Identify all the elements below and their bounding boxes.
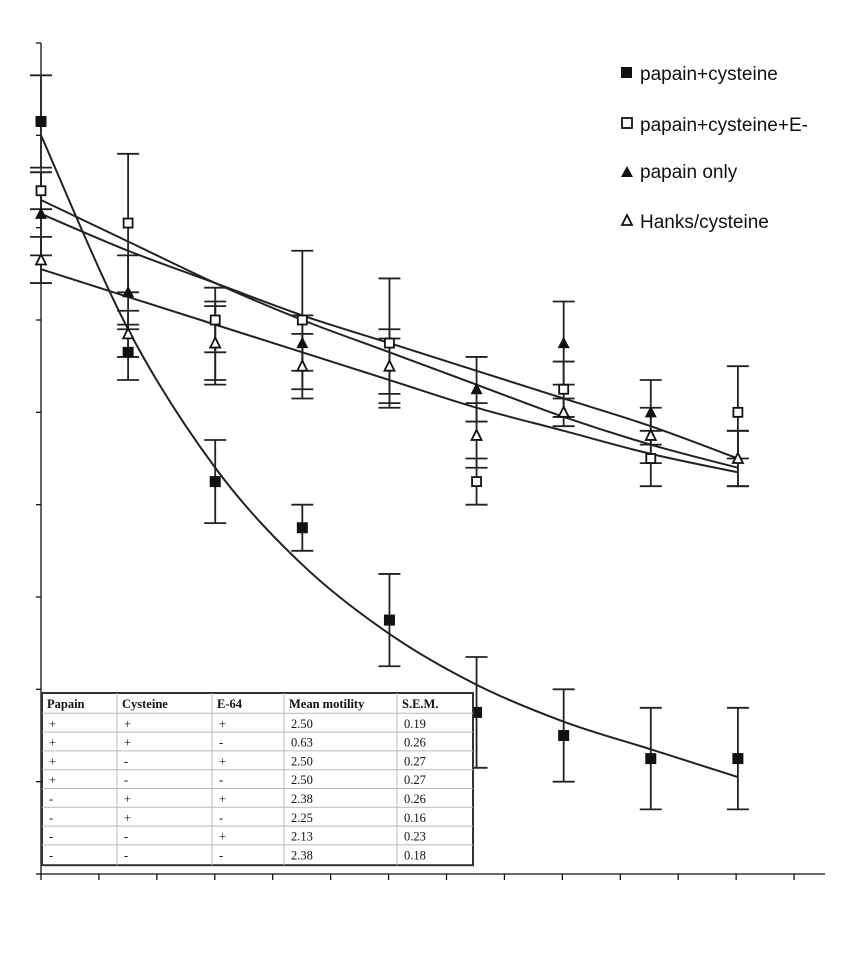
table-cell: 2.50 (291, 754, 313, 768)
legend-marker-open-square (621, 117, 633, 129)
legend-marker-open-triangle (620, 212, 634, 226)
table-cell: + (124, 736, 131, 750)
table-cell: + (219, 830, 226, 844)
table-cell: - (49, 848, 53, 862)
table-cell: 0.18 (404, 848, 426, 862)
legend-marker-filled-square (621, 67, 632, 78)
table-cell: - (49, 792, 53, 806)
legend-item-papain-only: papain only (621, 162, 738, 183)
table-cell: + (219, 754, 226, 768)
table-cell: + (49, 717, 56, 731)
legend-label-papain-cysteine-e64: papain+cysteine+E- (640, 115, 808, 136)
data-point-series-1-point-3 (296, 314, 308, 326)
table-cell: - (219, 773, 223, 787)
table-cell: - (124, 773, 128, 787)
table-cell: 2.13 (291, 830, 313, 844)
table-cell: + (219, 717, 226, 731)
table-cell: 2.38 (291, 848, 313, 862)
legend-item-papain-cysteine-e64: papain+cysteine+E- (621, 115, 808, 136)
data-point-series-0-point-4 (383, 614, 395, 626)
table-cell: + (219, 792, 226, 806)
legend-item-papain-cysteine: papain+cysteine (621, 64, 778, 85)
table-cell: + (49, 754, 56, 768)
data-point-series-1-point-8 (732, 406, 744, 418)
legend-label-papain-cysteine: papain+cysteine (640, 64, 778, 85)
table-cell: 0.27 (404, 773, 426, 787)
table-header-cell: S.E.M. (402, 697, 438, 711)
data-markers (34, 115, 745, 765)
data-point-series-1-point-1 (122, 217, 134, 229)
table-cell: + (124, 811, 131, 825)
data-point-series-3-point-1 (121, 326, 135, 340)
table-cell: - (219, 848, 223, 862)
data-point-series-0-point-8 (732, 753, 744, 765)
table-cell: + (49, 736, 56, 750)
data-point-series-2-point-7 (644, 405, 657, 418)
legend-marker-filled-triangle (621, 166, 633, 177)
legend-label-hanks-cysteine: Hanks/cysteine (640, 212, 769, 233)
table-cell: - (124, 848, 128, 862)
table-cell: - (124, 830, 128, 844)
fit-curves (40, 134, 739, 779)
table-header-cell: Cysteine (122, 697, 168, 711)
table-frame (41, 692, 474, 867)
table-cell: 2.50 (291, 717, 313, 731)
data-point-series-3-point-2 (208, 335, 222, 349)
table-header-cell: E-64 (217, 697, 243, 711)
data-point-series-3-point-5 (470, 427, 484, 441)
data-point-series-0-point-6 (558, 730, 570, 741)
table-cell: - (219, 811, 223, 825)
table-cell: + (49, 773, 56, 787)
data-point-series-3-point-3 (295, 358, 309, 372)
data-point-series-0-point-2 (209, 476, 221, 488)
table-cell: + (124, 717, 131, 731)
table-cell: 0.23 (404, 830, 426, 844)
table-cell: + (124, 792, 131, 806)
data-point-series-2-point-1 (122, 285, 135, 298)
data-point-series-2-point-3 (296, 336, 309, 349)
data-point-series-1-point-0 (35, 185, 47, 197)
table-cell: 0.26 (404, 792, 426, 806)
table-cell: 0.63 (291, 736, 313, 750)
data-point-series-0-point-5 (471, 706, 483, 718)
table-cell: - (124, 754, 128, 768)
table-header-cell: Mean motility (289, 697, 365, 711)
data-point-series-0-point-0 (35, 115, 47, 127)
data-point-series-1-point-2 (209, 314, 221, 326)
data-point-series-3-point-7 (644, 427, 658, 441)
table-cell: 2.25 (291, 811, 313, 825)
table-cell: 0.27 (404, 754, 426, 768)
table-cell: - (219, 736, 223, 750)
table-cell: 0.16 (404, 811, 426, 825)
data-point-series-1-point-5 (471, 476, 482, 487)
data-point-series-3-point-6 (557, 404, 571, 418)
data-point-series-1-point-6 (558, 383, 570, 395)
table-cell: 0.19 (404, 717, 426, 731)
data-point-series-2-point-6 (557, 336, 570, 349)
fit-curve-series-0 (40, 134, 739, 779)
motility-table: Papain Cysteine E-64 Mean motility S.E.M. + + +… (41, 692, 474, 867)
table-header-cell: Papain (47, 697, 85, 711)
legend: papain+cysteine papain+cysteine+E- papai… (620, 64, 808, 233)
data-point-series-0-point-1 (122, 346, 134, 358)
table-cell: - (49, 811, 53, 825)
table-cell: 2.50 (291, 773, 313, 787)
table-cell: 0.26 (404, 736, 426, 750)
data-point-series-2-point-5 (470, 382, 483, 395)
legend-item-hanks-cysteine: Hanks/cysteine (620, 212, 769, 233)
data-point-series-2-point-0 (35, 207, 47, 219)
data-point-series-3-point-0 (34, 252, 48, 266)
data-point-series-1-point-7 (645, 453, 657, 464)
data-point-series-3-point-4 (382, 358, 396, 372)
data-point-series-0-point-3 (296, 522, 308, 534)
data-point-series-0-point-7 (645, 753, 657, 765)
table-cell: 2.38 (291, 792, 313, 806)
data-point-series-3-point-8 (731, 450, 745, 464)
legend-label-papain-only: papain only (640, 162, 738, 183)
table-cell: - (49, 830, 53, 844)
data-point-series-1-point-4 (384, 337, 395, 349)
